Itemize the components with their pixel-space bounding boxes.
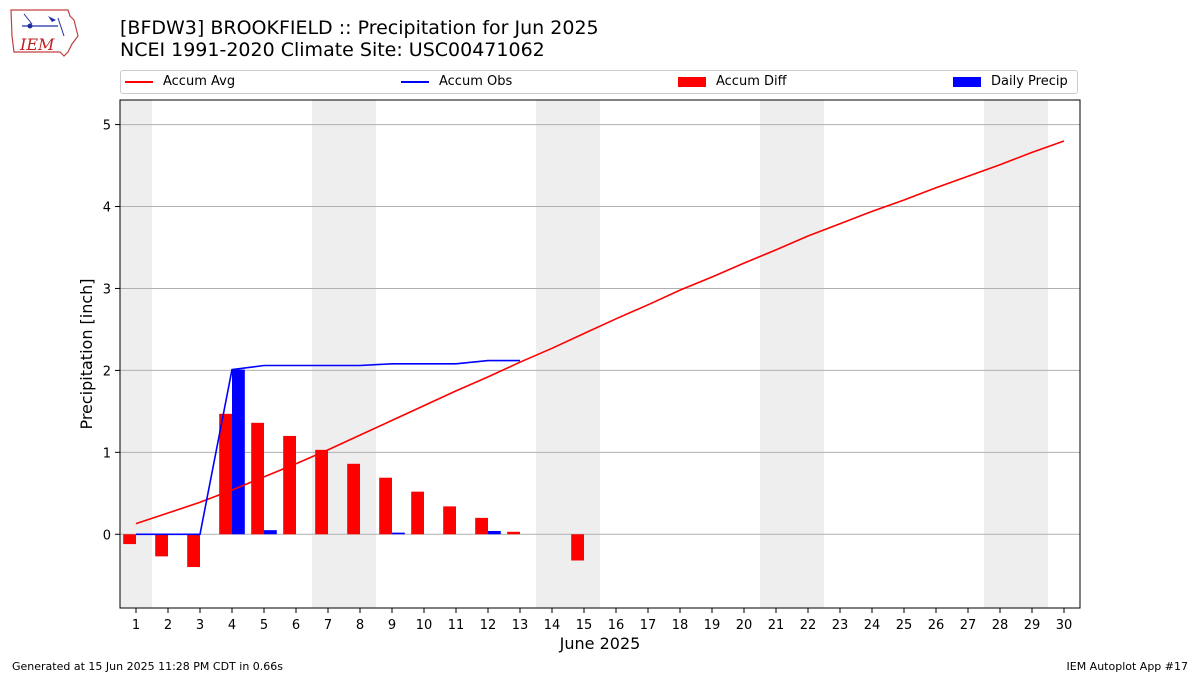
xtick-label-4: 4 [228, 618, 236, 633]
ytick-label-2: 2 [103, 364, 111, 379]
xtick-label-13: 13 [512, 618, 529, 633]
weekend-shade-0 [120, 100, 152, 608]
weekend-shade-4 [984, 100, 1048, 608]
xtick-label-16: 16 [608, 618, 625, 633]
line-accum-avg [135, 140, 1065, 525]
xtick-label-19: 19 [704, 618, 721, 633]
weekend-shade-2 [536, 100, 600, 608]
ytick-label-1: 1 [103, 446, 111, 461]
legend-item-accum-obs: Accum Obs [401, 74, 512, 89]
bar-daily-precip-4 [232, 369, 245, 535]
xtick-label-7: 7 [324, 618, 332, 633]
bar-daily-precip-5 [264, 530, 277, 535]
bar-accum-diff-13 [507, 531, 520, 535]
bar-accum-diff-9 [379, 477, 392, 535]
xtick-label-3: 3 [196, 618, 204, 633]
xtick-label-11: 11 [448, 618, 465, 633]
footer-generated: Generated at 15 Jun 2025 11:28 PM CDT in… [12, 660, 284, 673]
bar-accum-diff-7 [315, 449, 328, 535]
xtick-label-10: 10 [416, 618, 433, 633]
bar-accum-diff-6 [283, 435, 296, 535]
xtick-label-1: 1 [132, 618, 140, 633]
xtick-label-24: 24 [864, 618, 881, 633]
legend-label-daily-precip: Daily Precip [991, 74, 1068, 89]
bar-daily-precip-9 [392, 532, 405, 535]
ytick-label-0: 0 [103, 528, 111, 543]
bar-accum-diff-10 [411, 491, 424, 535]
legend-swatch-accum-obs [401, 80, 429, 83]
chart-title-line1: [BFDW3] BROOKFIELD :: Precipitation for … [120, 17, 599, 39]
bar-accum-diff-8 [347, 463, 360, 535]
ytick-label-4: 4 [103, 201, 111, 216]
xtick-label-22: 22 [800, 618, 817, 633]
bar-accum-diff-15 [571, 534, 584, 561]
bar-accum-diff-4 [219, 413, 232, 535]
xtick-label-18: 18 [672, 618, 689, 633]
legend-item-daily-precip: Daily Precip [953, 74, 1068, 89]
xtick-label-29: 29 [1024, 618, 1041, 633]
legend-item-accum-diff: Accum Diff [678, 74, 787, 89]
bar-accum-diff-11 [443, 506, 456, 535]
xtick-label-28: 28 [992, 618, 1009, 633]
legend-swatch-daily-precip [953, 76, 981, 87]
legend-item-accum-avg: Accum Avg [125, 74, 235, 89]
plot-frame [119, 99, 1081, 609]
xtick-label-21: 21 [768, 618, 785, 633]
weekend-shade-3 [760, 100, 824, 608]
bar-daily-precip-12 [488, 530, 501, 535]
chart-legend: Accum Avg Accum Obs Accum Diff Daily Pre… [120, 70, 1078, 94]
xtick-label-5: 5 [260, 618, 268, 633]
legend-label-accum-avg: Accum Avg [163, 74, 236, 89]
bar-accum-diff-3 [187, 534, 200, 568]
bar-accum-diff-1 [123, 534, 136, 545]
xtick-label-15: 15 [576, 618, 593, 633]
xtick-label-20: 20 [736, 618, 753, 633]
legend-label-accum-diff: Accum Diff [716, 74, 787, 89]
xtick-label-9: 9 [388, 618, 396, 633]
xtick-label-25: 25 [896, 618, 913, 633]
xtick-label-30: 30 [1056, 618, 1073, 633]
xtick-label-2: 2 [164, 618, 172, 633]
chart-title-line2: NCEI 1991-2020 Climate Site: USC00471062 [120, 39, 545, 61]
xtick-label-8: 8 [356, 618, 364, 633]
iem-logo: IEM [8, 6, 80, 58]
xtick-label-14: 14 [544, 618, 561, 633]
iowa-map-logo-icon: IEM [10, 9, 79, 57]
bar-accum-diff-5 [251, 422, 264, 535]
footer-app: IEM Autoplot App #17 [1066, 660, 1189, 673]
x-axis-label: June 2025 [559, 634, 641, 653]
legend-label-accum-obs: Accum Obs [439, 74, 513, 89]
ytick-label-5: 5 [103, 119, 111, 134]
xtick-label-27: 27 [960, 618, 977, 633]
xtick-label-26: 26 [928, 618, 945, 633]
line-accum-obs [136, 359, 520, 536]
xtick-label-17: 17 [640, 618, 657, 633]
ytick-label-3: 3 [103, 282, 111, 297]
bar-accum-diff-2 [155, 534, 168, 557]
legend-swatch-accum-diff [678, 76, 706, 87]
xtick-label-23: 23 [832, 618, 849, 633]
bar-accum-diff-12 [475, 517, 488, 535]
xtick-label-12: 12 [480, 618, 497, 633]
y-axis-label: Precipitation [inch] [77, 278, 96, 429]
xtick-label-6: 6 [292, 618, 300, 633]
legend-swatch-accum-avg [125, 80, 153, 83]
logo-text: IEM [19, 35, 55, 54]
